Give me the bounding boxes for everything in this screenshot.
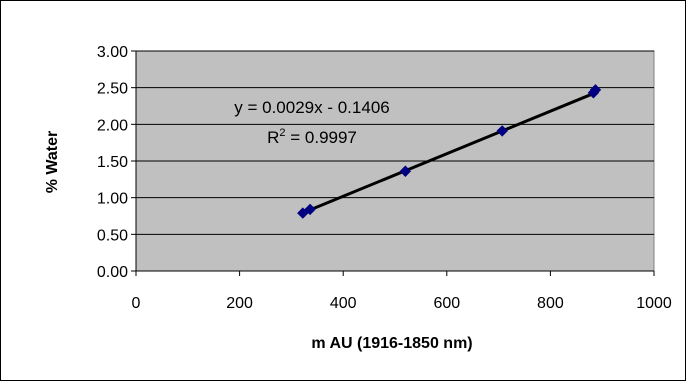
x-axis-title: m AU (1916-1850 nm) [311, 335, 472, 352]
y-tick-label: 1.00 [97, 191, 128, 208]
y-tick-label: 2.00 [97, 117, 128, 134]
y-axis: 0.00 0.50 1.00 1.50 2.00 2.50 3.00 [97, 44, 137, 281]
x-tick-label: 200 [226, 295, 253, 312]
data-point [496, 125, 508, 137]
gridlines [136, 50, 654, 235]
x-tick-label: 800 [537, 295, 564, 312]
data-points [297, 84, 602, 219]
x-tick-label: 400 [330, 295, 357, 312]
x-tick-label: 0 [132, 295, 141, 312]
x-tick-label: 600 [433, 295, 460, 312]
r-squared-label: R2 = 0.9997 [267, 127, 357, 147]
y-tick-label: 0.50 [97, 227, 128, 244]
x-tick-label: 1000 [636, 295, 672, 312]
y-tick-label: 2.50 [97, 81, 128, 98]
data-point [589, 84, 602, 96]
y-tick-label: 1.50 [97, 154, 128, 171]
data-point [297, 207, 309, 219]
y-tick-label: 0.00 [97, 264, 128, 281]
data-point [399, 165, 412, 177]
y-axis-title: % Water [44, 131, 61, 194]
x-axis: 0 200 400 600 800 1000 [132, 270, 672, 312]
data-point [304, 203, 316, 216]
y-tick-label: 3.00 [97, 44, 128, 61]
trendline [302, 91, 597, 215]
trendline-equation: y = 0.0029x - 0.1406 [234, 98, 389, 117]
